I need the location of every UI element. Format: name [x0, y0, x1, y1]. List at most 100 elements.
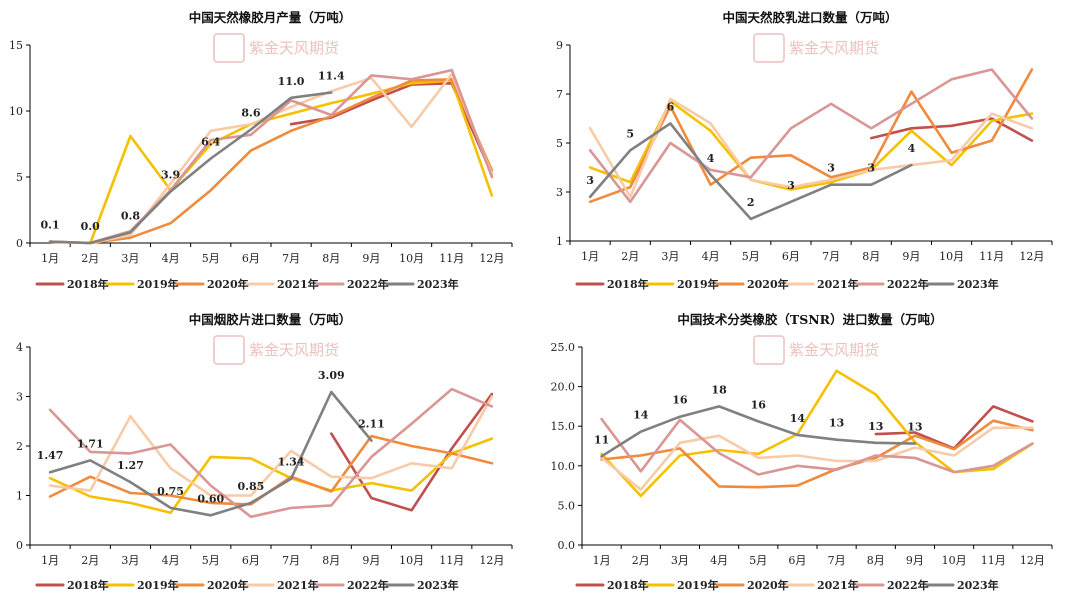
- x-tick-label: 6月: [242, 554, 260, 567]
- series-line-2019年: [48, 437, 494, 515]
- legend-item: 2020年: [715, 277, 789, 291]
- x-tick-label: 9月: [902, 250, 920, 263]
- series-line-2018年: [869, 117, 1034, 142]
- legend-label: 2019年: [677, 578, 719, 592]
- x-tick-label: 12月: [479, 554, 504, 567]
- data-label: 3: [586, 174, 594, 187]
- watermark: 紫金天风期货: [753, 33, 879, 63]
- y-tick-label: 4: [16, 341, 23, 354]
- legend-item: 2020年: [175, 277, 249, 291]
- data-label: 3: [867, 162, 875, 175]
- watermark: 紫金天风期货: [213, 33, 339, 63]
- x-tick-label: 7月: [282, 554, 300, 567]
- x-tick-label: 9月: [362, 252, 380, 265]
- data-label: 3.9: [161, 169, 180, 182]
- legend-label: 2021年: [277, 578, 319, 592]
- x-tick-label: 7月: [282, 252, 300, 265]
- legend-item: 2019年: [105, 578, 179, 592]
- series-line-2022年: [600, 417, 1034, 476]
- watermark: 紫金天风期货: [753, 335, 879, 365]
- x-tick-label: 2月: [81, 252, 99, 265]
- data-label: 3: [827, 162, 835, 175]
- legend-item: 2023年: [385, 277, 459, 291]
- data-label: 18: [711, 383, 727, 396]
- series-line-2022年: [588, 68, 1034, 204]
- x-tick-label: 2月: [81, 554, 99, 567]
- y-tick-label: 1: [16, 490, 23, 503]
- x-tick-label: 12月: [1020, 554, 1045, 567]
- y-tick-label: 0: [16, 237, 23, 250]
- data-label: 6.4: [201, 136, 220, 149]
- legend-label: 2022年: [887, 578, 929, 592]
- watermark-logo-icon: [213, 335, 245, 365]
- watermark-text: 紫金天风期货: [249, 39, 339, 57]
- legend-label: 2020年: [207, 277, 249, 291]
- legend-label: 2021年: [277, 277, 319, 291]
- x-tick-label: 10月: [399, 554, 424, 567]
- legend-item: 2022年: [315, 578, 389, 592]
- legend-label: 2023年: [417, 578, 459, 592]
- series-line-2021年: [600, 426, 1034, 491]
- data-label: 6: [667, 100, 675, 113]
- legend-item: 2018年: [575, 578, 649, 592]
- x-tick-label: 1月: [41, 252, 59, 265]
- data-label: 11: [594, 433, 609, 446]
- y-tick-label: 20.0: [551, 381, 576, 394]
- legend-label: 2022年: [887, 277, 929, 291]
- legend-label: 2023年: [417, 277, 459, 291]
- chart-svg: 中国烟胶片进口数量（万吨） 紫金天风期货 0 1 2 3 4 1月 2月 3月 4月 5月 6月 7月 8月…: [16, 312, 513, 592]
- y-tick-label: 9: [556, 39, 563, 52]
- x-tick-label: 8月: [322, 554, 340, 567]
- data-label: 13: [868, 420, 883, 433]
- x-tick-label: 3月: [121, 554, 139, 567]
- watermark-text: 紫金天风期货: [789, 39, 879, 57]
- data-label: 1.27: [117, 459, 144, 472]
- data-label: 11.0: [278, 75, 305, 88]
- series-line-2023年: [588, 122, 913, 221]
- data-label: 14: [633, 409, 649, 422]
- legend-item: 2021年: [785, 277, 859, 291]
- x-tick-label: 2月: [632, 554, 650, 567]
- y-tick-label: 10: [9, 105, 23, 118]
- data-label: 5: [626, 127, 634, 140]
- x-tick-label: 5月: [202, 554, 220, 567]
- legend-item: 2021年: [785, 578, 859, 592]
- chart-title: 中国天然胶乳进口数量（万吨）: [722, 10, 897, 25]
- x-tick-label: 5月: [742, 250, 760, 263]
- legend-item: 2023年: [925, 277, 999, 291]
- data-label: 11.4: [318, 70, 345, 83]
- y-tick-label: 3: [556, 186, 563, 199]
- x-tick-label: 10月: [939, 250, 964, 263]
- legend-item: 2018年: [575, 277, 649, 291]
- x-tick-label: 6月: [242, 252, 260, 265]
- legend-item: 2021年: [245, 277, 319, 291]
- data-label: 3.09: [318, 369, 345, 382]
- x-tick-label: 9月: [906, 554, 924, 567]
- x-tick-label: 1月: [593, 554, 611, 567]
- chart-latex-imports: 中国天然胶乳进口数量（万吨） 紫金天风期货 1 3 5 7 9 1月 2月 3月 4月 5月 6月 7月 8…: [540, 0, 1080, 302]
- legend-item: 2022年: [315, 277, 389, 291]
- data-label: 16: [672, 394, 688, 407]
- data-label: 13: [829, 417, 844, 430]
- series-line-2021年: [48, 395, 494, 497]
- x-tick-label: 8月: [322, 252, 340, 265]
- legend-item: 2019年: [105, 277, 179, 291]
- series-line-2023年: [600, 405, 917, 458]
- data-label: 1.47: [37, 449, 64, 462]
- y-tick-label: 5.0: [558, 499, 576, 512]
- x-tick-label: 1月: [41, 554, 59, 567]
- data-label: 2: [747, 196, 755, 209]
- data-label: 0.1: [41, 219, 60, 232]
- data-label: 3: [787, 179, 795, 192]
- x-tick-label: 10月: [942, 554, 967, 567]
- data-label: 0.85: [238, 480, 265, 493]
- x-tick-label: 3月: [671, 554, 689, 567]
- data-label: 14: [790, 412, 806, 425]
- y-tick-label: 15.0: [551, 420, 576, 433]
- series-line-2023年: [48, 91, 333, 245]
- x-tick-label: 2月: [621, 250, 639, 263]
- series-line-2022年: [48, 68, 494, 245]
- x-tick-label: 12月: [1019, 250, 1044, 263]
- data-label: 0.8: [121, 209, 140, 222]
- legend-item: 2022年: [855, 277, 929, 291]
